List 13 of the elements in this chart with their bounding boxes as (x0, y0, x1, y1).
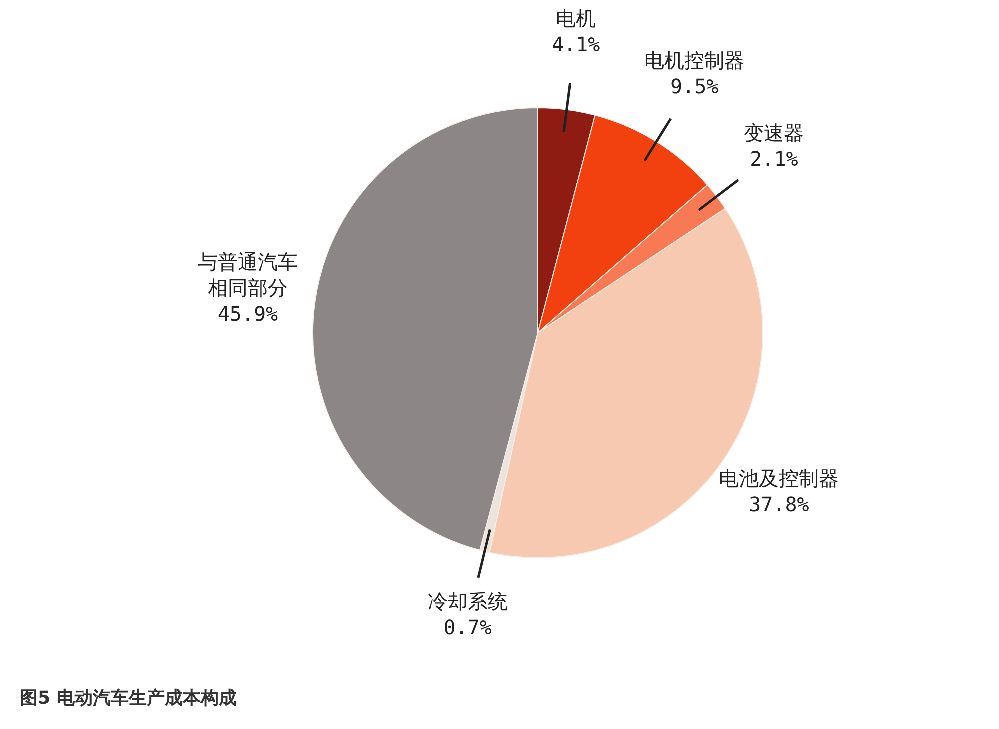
slice-label: 电机 (556, 6, 596, 30)
data-label: 9.5% (670, 74, 719, 99)
slice-label: 与普通汽车相同部分 (198, 250, 298, 300)
data-label: 4.1% (552, 32, 600, 56)
slice-label: 电池及控制器 (719, 466, 840, 490)
data-label: 37.8% (749, 492, 810, 516)
data-label: 2.1% (750, 146, 798, 171)
slice-label: 电机控制器 (644, 48, 745, 73)
data-label: 45.9% (218, 302, 278, 326)
data-label: 0.7% (444, 616, 492, 640)
slice-label: 冷却系统 (428, 590, 508, 614)
text: 图5 电动汽车生产成本构成 (20, 688, 237, 709)
slice-label: 变速器 (744, 120, 804, 145)
